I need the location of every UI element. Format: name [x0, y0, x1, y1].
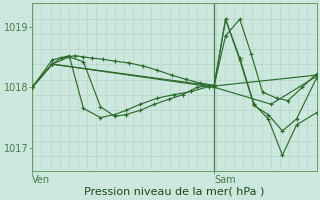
X-axis label: Pression niveau de la mer( hPa ): Pression niveau de la mer( hPa ): [84, 187, 265, 197]
